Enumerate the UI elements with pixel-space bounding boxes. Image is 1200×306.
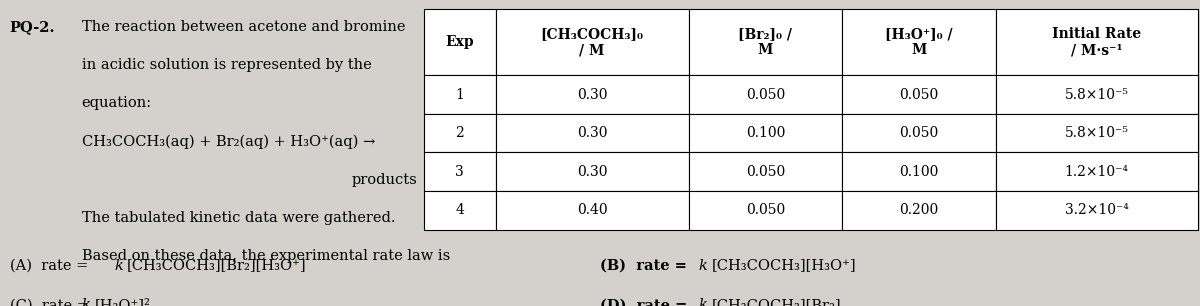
Text: (A)  rate =: (A) rate = [10,259,92,273]
Text: Based on these data, the experimental rate law is: Based on these data, the experimental ra… [82,249,450,263]
Text: in acidic solution is represented by the: in acidic solution is represented by the [82,58,371,72]
Text: (D)  rate =: (D) rate = [600,298,692,306]
Text: CH₃COCH₃(aq) + Br₂(aq) + H₃O⁺(aq) →: CH₃COCH₃(aq) + Br₂(aq) + H₃O⁺(aq) → [82,135,374,149]
Text: (B)  rate =: (B) rate = [600,259,692,273]
Text: k: k [698,259,707,273]
Text: [CH₃COCH₃][H₃O⁺]: [CH₃COCH₃][H₃O⁺] [712,259,857,273]
Text: products: products [352,173,418,187]
Text: [H₃O⁺]²: [H₃O⁺]² [95,298,151,306]
Text: [CH₃COCH₃][Br₂]: [CH₃COCH₃][Br₂] [712,298,841,306]
Text: equation:: equation: [82,96,151,110]
Text: k: k [82,298,90,306]
Text: [CH₃COCH₃][Br₂][H₃O⁺]: [CH₃COCH₃][Br₂][H₃O⁺] [127,259,307,273]
Text: The reaction between acetone and bromine: The reaction between acetone and bromine [82,20,406,34]
Text: k: k [114,259,122,273]
Text: PQ-2.: PQ-2. [10,20,55,34]
Text: The tabulated kinetic data were gathered.: The tabulated kinetic data were gathered… [82,211,395,225]
Text: (C)  rate =: (C) rate = [10,298,94,306]
Text: k: k [698,298,707,306]
